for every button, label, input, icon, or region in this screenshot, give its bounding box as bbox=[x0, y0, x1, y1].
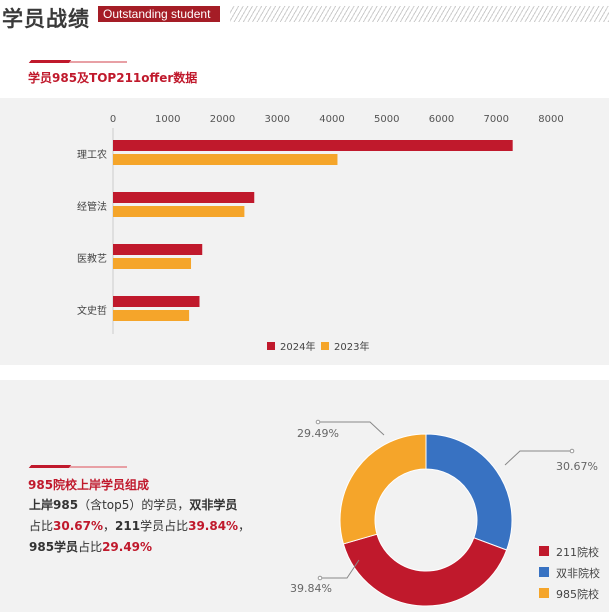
desc-text: 占比 bbox=[78, 540, 103, 554]
section-title: 985院校上岸学员组成 bbox=[28, 478, 150, 492]
desc-text: 占比 bbox=[29, 519, 54, 533]
bar-chart: 0 1000 2000 3000 4000 5000 6000 7000 8000 理工农经管法医… bbox=[77, 114, 564, 353]
x-tick-label: 4000 bbox=[319, 114, 344, 125]
x-tick-label: 2000 bbox=[210, 114, 235, 125]
leader-line bbox=[318, 421, 385, 436]
x-tick-label: 5000 bbox=[374, 114, 399, 125]
category-label: 医教艺 bbox=[77, 252, 107, 265]
x-tick-label: 7000 bbox=[484, 114, 509, 125]
legend-label: 211院校 bbox=[556, 545, 599, 559]
legend-label: 985院校 bbox=[556, 587, 599, 601]
pie-chart-panel: 30.67% 39.84% 29.49% 211院校双非院校 985院校 bbox=[0, 380, 609, 612]
composition-description: 上岸985（含top5）的学员，双非学员 占比30.67%，211学员占比39.8… bbox=[29, 495, 269, 558]
bar-2023年-理工农 bbox=[113, 154, 338, 165]
legend-swatch bbox=[321, 342, 329, 350]
x-tick-label: 3000 bbox=[265, 114, 290, 125]
legend-label: 双非院校 bbox=[556, 566, 600, 580]
desc-value: 30.67% bbox=[53, 519, 103, 533]
leader-line bbox=[320, 559, 360, 579]
leader-line bbox=[504, 450, 572, 466]
page-title: 学员战绩 bbox=[2, 7, 90, 31]
hatch-decoration bbox=[230, 6, 609, 22]
slice-label: 29.49% bbox=[297, 427, 339, 440]
legend-label: 2023年 bbox=[334, 340, 369, 353]
desc-text: 学员占比 bbox=[140, 519, 189, 533]
x-tick-label: 0 bbox=[110, 114, 116, 125]
legend-swatch bbox=[539, 567, 549, 577]
bar-2023年-经管法 bbox=[113, 206, 245, 217]
leader-dot bbox=[317, 575, 323, 581]
bar-2023年-医教艺 bbox=[113, 258, 192, 269]
slice-双非院校 bbox=[425, 433, 513, 551]
desc-text: 上岸985 bbox=[29, 498, 79, 512]
desc-value: 39.84% bbox=[188, 519, 239, 533]
desc-text: ， bbox=[103, 519, 116, 533]
bar-chart-panel: 0 1000 2000 3000 4000 5000 6000 7000 8000 理工农经管法医… bbox=[0, 98, 609, 365]
slice-label: 39.84% bbox=[290, 582, 332, 595]
desc-text: （含top5）的学员， bbox=[78, 498, 190, 512]
bar-2024年-理工农 bbox=[113, 140, 513, 151]
desc-text: 211 bbox=[115, 519, 141, 533]
category-label: 文史哲 bbox=[77, 304, 107, 317]
bar-2024年-文史哲 bbox=[113, 296, 200, 307]
leader-dot bbox=[315, 419, 321, 425]
section-divider bbox=[30, 61, 127, 63]
legend-swatch bbox=[539, 546, 549, 556]
section-title: 学员985及TOP211offer数据 bbox=[28, 71, 198, 85]
legend-swatch bbox=[267, 342, 275, 350]
desc-text: 双非学员 bbox=[189, 498, 238, 512]
legend-swatch bbox=[539, 588, 549, 598]
category-label: 理工农 bbox=[77, 148, 107, 161]
slice-label: 30.67% bbox=[556, 460, 598, 473]
legend-label: 2024年 bbox=[280, 340, 315, 353]
category-label: 经管法 bbox=[77, 200, 107, 213]
desc-text: 985学员 bbox=[29, 540, 79, 554]
slice-211院校 bbox=[342, 533, 508, 607]
leader-dot bbox=[569, 448, 575, 454]
x-tick-label: 1000 bbox=[155, 114, 180, 125]
desc-text: ， bbox=[238, 519, 251, 533]
bar-2024年-经管法 bbox=[113, 192, 255, 203]
subtitle-tag: Outstanding student bbox=[98, 6, 220, 22]
bar-2024年-医教艺 bbox=[113, 244, 203, 255]
x-tick-label: 6000 bbox=[429, 114, 454, 125]
desc-value: 29.49% bbox=[102, 540, 153, 554]
slice-985院校 bbox=[339, 433, 427, 545]
section-divider bbox=[30, 466, 127, 468]
x-tick-label: 8000 bbox=[538, 114, 563, 125]
bar-2023年-文史哲 bbox=[113, 310, 190, 321]
